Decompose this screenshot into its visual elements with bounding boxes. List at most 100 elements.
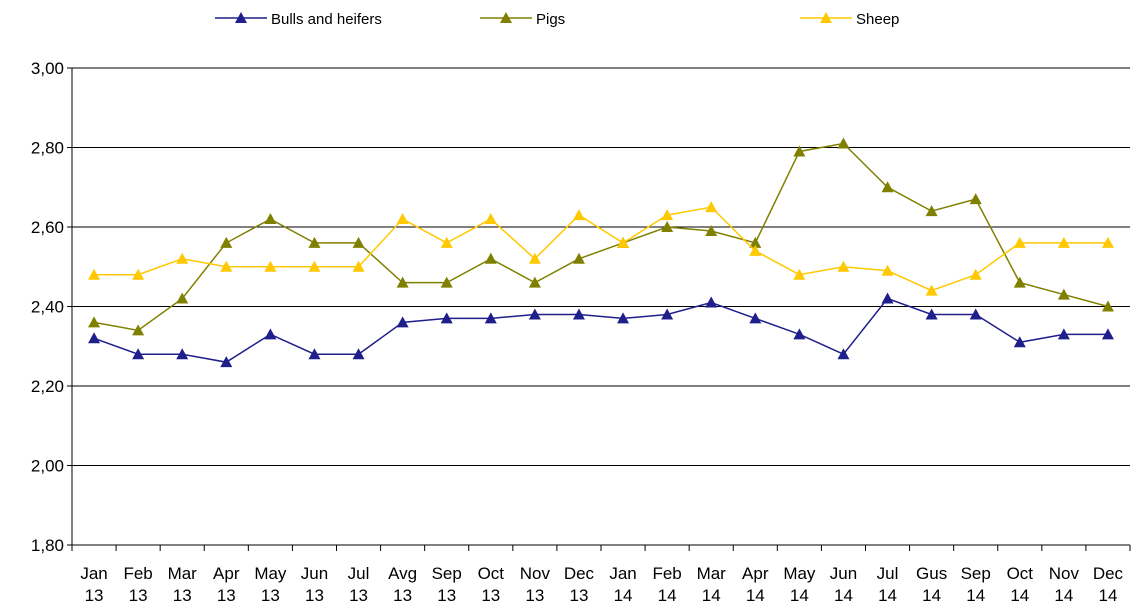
- x-tick-label: May 13: [254, 564, 287, 605]
- x-tick-label: Oct 13: [478, 564, 505, 605]
- marker: [440, 236, 453, 248]
- legend-label: Sheep: [856, 11, 899, 28]
- x-tick-label: Mar 14: [697, 564, 727, 605]
- marker: [484, 252, 497, 264]
- marker: [132, 348, 145, 360]
- marker: [220, 356, 233, 368]
- marker: [1057, 328, 1070, 340]
- marker: [396, 213, 409, 225]
- marker: [484, 312, 497, 324]
- marker: [1057, 236, 1070, 248]
- legend-marker: [820, 12, 832, 23]
- legend-label: Bulls and heifers: [271, 11, 382, 28]
- x-tick-label: Sep 14: [961, 564, 991, 605]
- marker: [528, 252, 541, 264]
- marker: [925, 284, 938, 296]
- x-tick-label: Jul 13: [348, 564, 370, 605]
- marker: [661, 209, 674, 221]
- x-tick-label: Dec 13: [564, 564, 595, 605]
- marker: [793, 268, 806, 280]
- x-tick-label: Dec 14: [1093, 564, 1124, 605]
- marker: [793, 328, 806, 340]
- marker: [88, 316, 101, 328]
- marker: [132, 268, 145, 280]
- marker: [837, 260, 850, 272]
- y-tick-label: 2,20: [31, 377, 64, 396]
- marker: [132, 324, 145, 336]
- marker: [617, 236, 630, 248]
- x-tick-label: Mar 13: [168, 564, 198, 605]
- y-tick-label: 2,00: [31, 457, 64, 476]
- marker: [661, 221, 674, 232]
- marker: [220, 260, 233, 272]
- x-tick-label: Jan 13: [80, 564, 107, 605]
- marker: [440, 312, 453, 324]
- x-tick-label: Oct 14: [1007, 564, 1034, 605]
- marker: [396, 276, 409, 288]
- series-line: [94, 206, 1108, 292]
- marker: [1057, 288, 1070, 300]
- marker: [176, 292, 189, 304]
- x-tick-label: Feb 14: [652, 564, 681, 605]
- marker: [88, 332, 101, 344]
- x-tick-label: Jan 14: [609, 564, 636, 605]
- marker: [617, 312, 630, 324]
- marker: [705, 201, 718, 213]
- marker: [352, 260, 365, 272]
- marker: [1013, 336, 1026, 348]
- x-tick-label: Avg 13: [388, 564, 417, 605]
- x-tick-label: Jun 14: [830, 564, 857, 605]
- y-tick-label: 1,80: [31, 536, 64, 555]
- x-tick-label: Sep 13: [432, 564, 462, 605]
- x-tick-label: Nov 13: [520, 564, 551, 605]
- y-tick-label: 2,80: [31, 139, 64, 158]
- marker: [705, 224, 718, 236]
- marker: [661, 308, 674, 320]
- marker: [925, 205, 938, 217]
- marker: [352, 236, 365, 248]
- marker: [837, 348, 850, 360]
- marker: [969, 268, 982, 280]
- marker: [396, 316, 409, 328]
- marker: [528, 276, 541, 288]
- legend-marker: [500, 12, 512, 23]
- y-tick-label: 2,40: [31, 298, 64, 317]
- marker: [528, 308, 541, 320]
- x-tick-label: Nov 14: [1049, 564, 1080, 605]
- marker: [308, 260, 321, 272]
- marker: [176, 348, 189, 360]
- legend-label: Pigs: [536, 11, 565, 28]
- marker: [308, 236, 321, 248]
- marker: [749, 312, 762, 324]
- y-tick-label: 2,60: [31, 218, 64, 237]
- marker: [1101, 300, 1114, 312]
- marker: [308, 348, 321, 360]
- marker: [1101, 328, 1114, 340]
- marker: [352, 348, 365, 360]
- y-tick-label: 3,00: [31, 59, 64, 78]
- x-tick-label: Gus 14: [916, 564, 947, 605]
- marker: [969, 193, 982, 205]
- marker: [440, 276, 453, 288]
- marker: [572, 308, 585, 320]
- marker: [881, 264, 894, 276]
- marker: [1101, 236, 1114, 248]
- marker: [264, 213, 277, 225]
- marker: [969, 308, 982, 320]
- marker: [837, 137, 850, 149]
- x-tick-label: Feb 13: [123, 564, 152, 605]
- marker: [88, 268, 101, 280]
- x-tick-label: Jun 13: [301, 564, 328, 605]
- marker: [220, 236, 233, 248]
- marker: [1013, 276, 1026, 288]
- series-line: [93, 142, 1109, 332]
- marker: [572, 209, 585, 221]
- legend-marker: [235, 12, 247, 23]
- marker: [176, 252, 189, 264]
- marker: [749, 244, 762, 256]
- marker: [484, 213, 497, 225]
- marker: [925, 308, 938, 320]
- marker: [749, 236, 762, 248]
- marker: [881, 181, 894, 193]
- x-tick-label: Apr 13: [213, 564, 240, 605]
